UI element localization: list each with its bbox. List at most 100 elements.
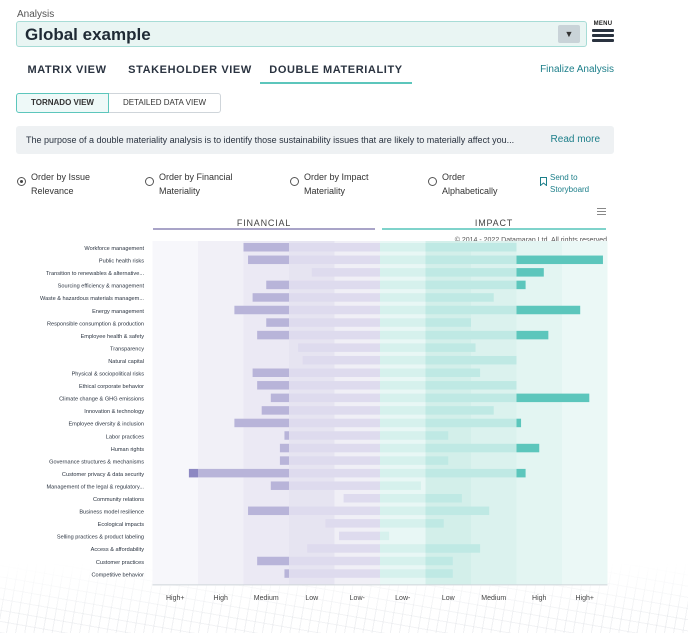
category-label: Employee health & safety bbox=[81, 334, 145, 340]
x-tick-label: Low- bbox=[350, 595, 366, 602]
order-option-impact[interactable]: Order by Impact Materiality bbox=[290, 170, 394, 198]
order-option-label: Order by Impact Materiality bbox=[304, 172, 369, 196]
financial-bar-inner bbox=[289, 293, 380, 302]
financial-bar-inner bbox=[289, 243, 380, 252]
finalize-analysis-link[interactable]: Finalize Analysis bbox=[540, 64, 614, 75]
financial-bar-inner bbox=[343, 494, 380, 503]
view-tabs: MATRIX VIEW STAKEHOLDER VIEW DOUBLE MATE… bbox=[16, 60, 614, 84]
category-label: Community relations bbox=[93, 497, 144, 503]
financial-bar-inner bbox=[289, 481, 380, 490]
financial-axis-header: FINANCIAL bbox=[153, 218, 375, 230]
order-option-label: Order Alphabetically bbox=[442, 172, 498, 196]
impact-bar-mid bbox=[425, 381, 517, 390]
financial-bar-mid bbox=[266, 318, 289, 327]
impact-bar-inner bbox=[380, 468, 426, 478]
analysis-selector[interactable]: Global example ▼ bbox=[16, 21, 587, 47]
financial-bar-mid bbox=[284, 431, 289, 440]
financial-bar-mid bbox=[270, 481, 289, 490]
order-option-label: Order by Issue Relevance bbox=[31, 172, 91, 196]
chart-menu-icon[interactable] bbox=[597, 208, 606, 217]
impact-bar-inner bbox=[380, 293, 426, 302]
category-label: Public health risks bbox=[99, 259, 144, 265]
x-tick-label: Low bbox=[305, 595, 319, 602]
dropdown-button[interactable]: ▼ bbox=[558, 25, 580, 43]
financial-bar-mid bbox=[248, 506, 289, 516]
financial-bar-inner bbox=[289, 393, 380, 403]
category-label: Workforce management bbox=[84, 246, 144, 252]
send-to-storyboard-link[interactable]: Send to Storyboard bbox=[540, 172, 600, 196]
financial-band bbox=[198, 241, 244, 585]
financial-bar-inner bbox=[289, 443, 380, 453]
impact-bar-outer bbox=[516, 305, 581, 315]
financial-bar-mid bbox=[279, 456, 289, 465]
category-label: Governance structures & mechanisms bbox=[49, 459, 144, 465]
tab-tornado-view[interactable]: TORNADO VIEW bbox=[16, 93, 109, 113]
impact-bar-inner bbox=[380, 494, 426, 503]
order-option-relevance[interactable]: Order by Issue Relevance bbox=[17, 170, 121, 198]
financial-bar-mid bbox=[257, 330, 289, 340]
financial-bar-mid bbox=[266, 280, 289, 290]
impact-bar-mid bbox=[425, 343, 476, 352]
impact-axis-header: IMPACT bbox=[382, 218, 606, 230]
tab-detailed-data-view[interactable]: DETAILED DATA VIEW bbox=[108, 93, 222, 113]
impact-bar-inner bbox=[380, 305, 426, 315]
tab-double-materiality[interactable]: DOUBLE MATERIALITY bbox=[260, 60, 412, 84]
financial-bar-inner bbox=[289, 569, 380, 578]
category-label: Responsible consumption & production bbox=[47, 321, 144, 327]
impact-bar-outer bbox=[516, 255, 603, 265]
financial-bar-mid bbox=[270, 393, 289, 403]
subview-tabs: TORNADO VIEW DETAILED DATA VIEW bbox=[16, 93, 222, 113]
impact-bar-outer bbox=[516, 330, 549, 340]
category-label: Natural capital bbox=[108, 359, 144, 365]
radio-icon bbox=[428, 177, 437, 186]
impact-bar-inner bbox=[380, 569, 426, 578]
impact-bar-inner bbox=[380, 255, 426, 265]
menu-button[interactable]: MENU bbox=[592, 21, 614, 47]
x-tick-label: High bbox=[532, 595, 547, 602]
category-label: Selling practices & product labeling bbox=[57, 535, 144, 541]
impact-bar-inner bbox=[380, 443, 426, 453]
impact-bar-inner bbox=[380, 381, 426, 390]
impact-bar-inner bbox=[380, 544, 426, 553]
impact-bar-outer bbox=[516, 268, 544, 277]
order-option-alphabetical[interactable]: Order Alphabetically bbox=[428, 170, 512, 198]
read-more-link[interactable]: Read more bbox=[550, 134, 600, 145]
category-label: Transition to renewables & alternative..… bbox=[46, 271, 144, 277]
impact-bar-mid bbox=[425, 494, 462, 503]
tab-stakeholder-view[interactable]: STAKEHOLDER VIEW bbox=[128, 64, 252, 76]
category-label: Customer privacy & data security bbox=[62, 472, 144, 478]
impact-bar-inner bbox=[380, 456, 426, 465]
impact-bar-mid bbox=[425, 355, 517, 365]
financial-bar-inner bbox=[289, 280, 380, 290]
x-tick-label: Medium bbox=[481, 595, 506, 602]
impact-bar-inner bbox=[380, 368, 426, 377]
financial-bar-inner bbox=[302, 355, 380, 365]
financial-bar-inner bbox=[289, 368, 380, 377]
financial-bar-inner bbox=[289, 255, 380, 265]
financial-bar-outer bbox=[188, 468, 198, 478]
financial-bar-mid bbox=[234, 418, 289, 428]
category-label: Management of the legal & regulatory... bbox=[46, 484, 144, 490]
impact-bar-mid bbox=[425, 456, 449, 465]
impact-bar-mid bbox=[425, 318, 471, 327]
impact-bar-inner bbox=[380, 418, 426, 428]
impact-bar-mid bbox=[425, 406, 494, 415]
financial-bar-inner bbox=[289, 318, 380, 327]
financial-bar-inner bbox=[298, 343, 380, 352]
financial-bar-mid bbox=[252, 293, 289, 302]
category-label: Physical & sociopolitical risks bbox=[72, 372, 145, 378]
order-option-financial[interactable]: Order by Financial Materiality bbox=[145, 170, 249, 198]
x-tick-label: High+ bbox=[166, 595, 184, 602]
impact-bar-inner bbox=[380, 280, 426, 290]
send-to-storyboard-label: Send to Storyboard bbox=[550, 173, 590, 194]
financial-bar-inner bbox=[289, 305, 380, 315]
radio-checked-icon bbox=[17, 177, 26, 186]
impact-band bbox=[562, 241, 608, 585]
impact-bar-inner bbox=[380, 556, 426, 566]
category-label: Access & affordability bbox=[91, 547, 145, 553]
tab-matrix-view[interactable]: MATRIX VIEW bbox=[27, 64, 107, 76]
financial-bar-inner bbox=[339, 531, 380, 541]
category-label: Waste & hazardous materials managem... bbox=[40, 296, 144, 302]
category-label: Human rights bbox=[111, 447, 144, 453]
